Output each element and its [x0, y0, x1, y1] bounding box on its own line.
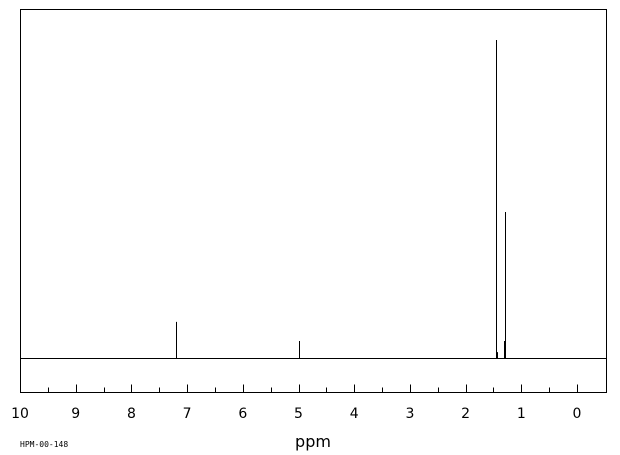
- x-axis-title: ppm: [295, 432, 331, 451]
- peaks-group: [176, 40, 506, 359]
- plot-frame: [20, 9, 607, 393]
- tick-label-9: 9: [71, 406, 80, 422]
- tick-label-7: 7: [183, 406, 192, 422]
- tick-label-6: 6: [238, 406, 247, 422]
- spectrum-code-label: HPM-00-148: [20, 440, 68, 449]
- tick-label-10: 10: [11, 406, 29, 422]
- tick-label-4: 4: [350, 406, 359, 422]
- tick-label-1: 1: [517, 406, 526, 422]
- tick-label-0: 0: [573, 406, 582, 422]
- tick-label-3: 3: [405, 406, 414, 422]
- tick-label-5: 5: [294, 406, 303, 422]
- tick-labels-group: 10 9 8 7 6 5 4 3 2 1 0: [11, 406, 581, 422]
- tick-label-8: 8: [127, 406, 136, 422]
- tick-label-2: 2: [461, 406, 470, 422]
- ticks-group: [20, 384, 578, 393]
